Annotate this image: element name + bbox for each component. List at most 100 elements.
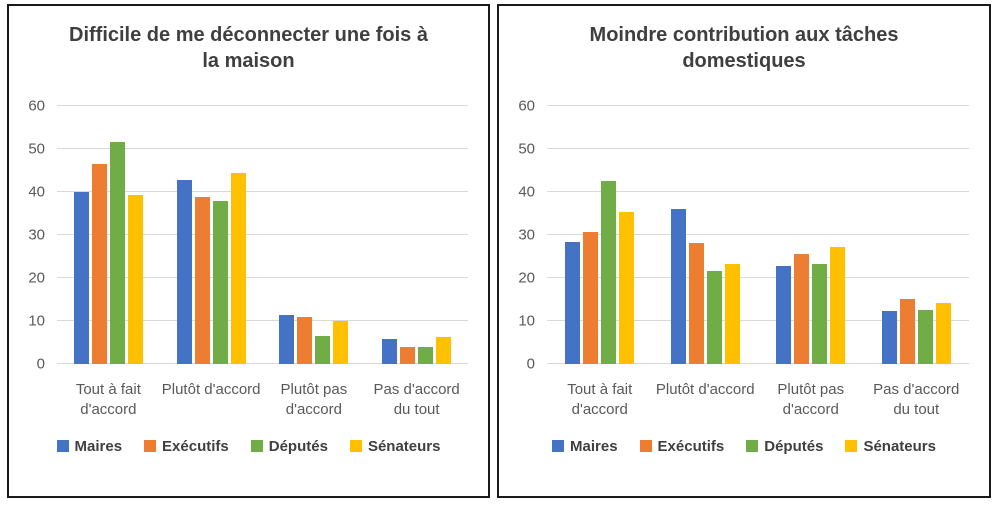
legend-item: Sénateurs	[845, 439, 936, 454]
gridline	[547, 105, 969, 106]
x-category-label: Pas d'accord du tout	[873, 381, 960, 419]
bar-exécutifs	[688, 242, 704, 364]
gridline	[57, 277, 468, 278]
bar-exécutifs	[583, 232, 599, 364]
bar-maires	[776, 265, 792, 364]
bar-députés	[109, 141, 125, 364]
chart-panel-difficile-deconnecter: Difficile de me déconnecter une fois à l…	[7, 4, 490, 498]
legend-label: Exécutifs	[162, 437, 229, 455]
bar-group	[547, 106, 653, 364]
bar-group	[160, 106, 263, 364]
chart-panel-taches-domestiques: Moindre contribution aux tâches domestiq…	[497, 4, 991, 498]
y-tick-label: 0	[36, 355, 45, 373]
legend-swatch	[349, 440, 362, 452]
bar-députés	[601, 181, 617, 364]
bar-députés	[917, 310, 933, 364]
bar-maires	[565, 241, 581, 364]
y-tick-label: 20	[28, 269, 45, 287]
bar-exécutifs	[91, 164, 107, 364]
chart-title: Difficile de me déconnecter une fois à l…	[69, 24, 428, 72]
x-category-label: Plutôt d'accord	[161, 381, 261, 398]
bar-sénateurs	[619, 212, 635, 364]
legend-swatch	[552, 440, 565, 452]
legend-label: Députés	[764, 437, 824, 455]
y-tick-label: 40	[28, 183, 45, 201]
x-category-label: Plutôt d'accord	[655, 381, 755, 398]
x-axis-labels: Tout à fait d'accord Plutôt d'accord Plutô…	[57, 380, 468, 421]
legend-label: Sénateurs	[863, 437, 936, 455]
bar-maires	[881, 310, 897, 364]
bar-maires	[670, 208, 686, 364]
gridline	[547, 234, 969, 235]
gridline	[57, 148, 468, 149]
bar-députés	[706, 270, 722, 364]
gridline	[57, 363, 468, 364]
x-category-label: Tout à fait d'accord	[75, 381, 141, 419]
bar-group	[57, 106, 160, 364]
bar-group	[653, 106, 759, 364]
bar-députés	[418, 347, 434, 364]
y-tick-label: 50	[28, 140, 45, 158]
legend-item: Députés	[746, 439, 823, 454]
y-tick-label: 60	[28, 97, 45, 115]
legend-swatch	[56, 440, 69, 452]
legend-label: Exécutifs	[657, 437, 725, 455]
bar-group	[758, 106, 864, 364]
y-tick-label: 0	[526, 355, 535, 373]
y-tick-label: 30	[28, 226, 45, 244]
bar-sénateurs	[333, 321, 349, 364]
legend-item: Maires	[56, 437, 123, 455]
legend-item: Exécutifs	[144, 439, 229, 454]
y-tick-label: 30	[518, 226, 535, 244]
bar-exécutifs	[297, 317, 313, 364]
bar-députés	[315, 336, 331, 364]
bar-sénateurs	[127, 194, 143, 364]
plot-region: 0 10 20 30 40 50 60	[9, 99, 468, 372]
chart-title: Moindre contribution aux tâches domestiq…	[589, 24, 899, 72]
x-category-label: Tout à fait d'accord	[567, 381, 633, 419]
legend-label: Maires	[570, 437, 618, 455]
y-tick-label: 60	[518, 97, 535, 115]
legend-swatch	[746, 440, 759, 452]
gridline	[547, 277, 969, 278]
bar-maires	[382, 338, 398, 364]
bar-sénateurs	[830, 246, 846, 364]
legend: Maires Exécutifs Députés Sénateurs	[499, 439, 989, 454]
y-tick-label: 50	[518, 140, 535, 158]
bar-exécutifs	[194, 196, 210, 364]
legend-swatch	[639, 440, 652, 452]
legend-label: Députés	[268, 437, 328, 455]
gridline	[547, 148, 969, 149]
plot-region: 0 10 20 30 40 50 60	[499, 99, 970, 372]
legend-item: Sénateurs	[349, 437, 441, 455]
bar-sénateurs	[935, 303, 951, 364]
bar-exécutifs	[400, 347, 416, 364]
legend-item: Députés	[250, 437, 328, 455]
gridline	[547, 320, 969, 321]
x-axis-labels: Tout à fait d'accord Plutôt d'accord Plutô…	[547, 380, 969, 421]
gridline	[547, 363, 969, 364]
gridline	[57, 105, 468, 106]
x-category-label: Pas d'accord du tout	[373, 381, 460, 419]
bar-maires	[176, 179, 192, 364]
legend-item: Maires	[552, 439, 618, 454]
legend-swatch	[250, 440, 263, 452]
y-axis-ticks: 0 10 20 30 40 50 60	[499, 99, 547, 372]
x-category-label: Plutôt pas d'accord	[777, 381, 845, 419]
legend-label: Sénateurs	[367, 437, 441, 455]
y-tick-label: 20	[518, 269, 535, 287]
bar-maires	[73, 191, 89, 364]
legend-item: Exécutifs	[639, 437, 725, 455]
bar-group	[864, 106, 970, 364]
bar-sénateurs	[230, 173, 246, 364]
bar-exécutifs	[794, 253, 810, 364]
plot-area	[57, 105, 468, 364]
y-axis-ticks: 0 10 20 30 40 50 60	[9, 99, 57, 372]
legend-label: Maires	[74, 437, 123, 455]
legend-swatch	[845, 440, 858, 452]
x-category-label: Plutôt pas d'accord	[280, 381, 348, 419]
legend-swatch	[144, 440, 157, 452]
bar-députés	[212, 201, 228, 364]
gridline	[57, 191, 468, 192]
